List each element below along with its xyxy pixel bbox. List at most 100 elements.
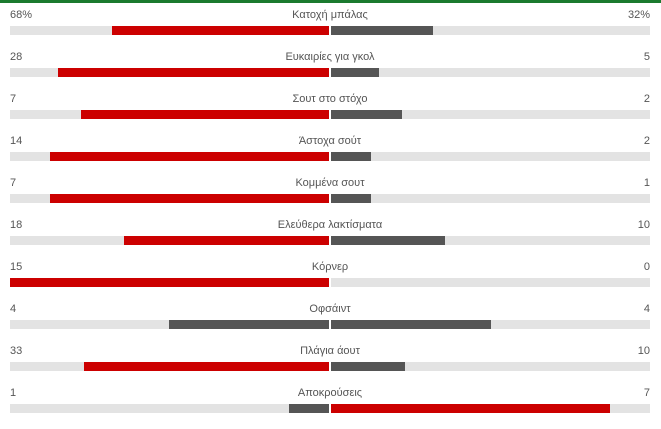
away-value: 7 xyxy=(643,387,650,399)
match-stats-list: 68% Κατοχή μπάλας 32% 28 Ευκαιρίες για γ… xyxy=(10,6,650,426)
home-value: 14 xyxy=(10,135,23,147)
stat-name: Σουτ στο στόχο xyxy=(292,93,368,105)
away-bar-track xyxy=(331,26,650,35)
away-bar-track xyxy=(331,404,650,413)
stat-row: 68% Κατοχή μπάλας 32% xyxy=(10,6,650,48)
stat-labels: 7 Σουτ στο στόχο 2 xyxy=(10,90,650,108)
away-bar-track xyxy=(331,320,650,329)
home-bar-track xyxy=(10,320,329,329)
home-value: 15 xyxy=(10,261,23,273)
home-value: 7 xyxy=(10,177,17,189)
home-bar-track xyxy=(10,26,329,35)
stat-name: Ελεύθερα λακτίσματα xyxy=(277,219,383,231)
stat-bars xyxy=(10,320,650,329)
stat-row: 28 Ευκαιρίες για γκολ 5 xyxy=(10,48,650,90)
home-bar-track xyxy=(10,404,329,413)
stat-row: 7 Κομμένα σουτ 1 xyxy=(10,174,650,216)
stat-labels: 15 Κόρνερ 0 xyxy=(10,258,650,276)
stat-bars xyxy=(10,68,650,77)
stat-labels: 4 Οφσάιντ 4 xyxy=(10,300,650,318)
stat-labels: 14 Άστοχα σούτ 2 xyxy=(10,132,650,150)
away-bar-track xyxy=(331,152,650,161)
stat-bars xyxy=(10,110,650,119)
stat-labels: 28 Ευκαιρίες για γκολ 5 xyxy=(10,48,650,66)
stat-name: Οφσάιντ xyxy=(309,303,351,315)
home-bar-track xyxy=(10,110,329,119)
stat-name: Κόρνερ xyxy=(311,261,349,273)
away-value: 2 xyxy=(643,93,650,105)
away-value: 10 xyxy=(637,219,650,231)
away-bar-track xyxy=(331,362,650,371)
home-value: 28 xyxy=(10,51,23,63)
home-bar-track xyxy=(10,278,329,287)
away-bar-fill xyxy=(331,194,371,203)
home-bar-fill xyxy=(112,26,329,35)
away-bar-fill xyxy=(331,26,433,35)
home-value: 7 xyxy=(10,93,17,105)
away-bar-fill xyxy=(331,404,610,413)
home-bar-fill xyxy=(289,404,329,413)
stat-bars xyxy=(10,362,650,371)
home-bar-track xyxy=(10,68,329,77)
stat-name: Κομμένα σουτ xyxy=(295,177,365,189)
home-bar-fill xyxy=(10,278,329,287)
away-bar-track xyxy=(331,194,650,203)
home-bar-fill xyxy=(169,320,329,329)
home-bar-track xyxy=(10,236,329,245)
stat-bars xyxy=(10,236,650,245)
stat-name: Πλάγια άουτ xyxy=(300,345,360,357)
away-value: 2 xyxy=(643,135,650,147)
away-value: 0 xyxy=(643,261,650,273)
away-bar-track xyxy=(331,110,650,119)
away-bar-track xyxy=(331,278,650,287)
away-bar-track xyxy=(331,68,650,77)
away-bar-fill xyxy=(331,236,445,245)
away-value: 32% xyxy=(627,9,650,21)
stat-row: 7 Σουτ στο στόχο 2 xyxy=(10,90,650,132)
home-bar-track xyxy=(10,152,329,161)
stat-labels: 33 Πλάγια άουτ 10 xyxy=(10,342,650,360)
away-value: 5 xyxy=(643,51,650,63)
stat-labels: 18 Ελεύθερα λακτίσματα 10 xyxy=(10,216,650,234)
stat-bars xyxy=(10,404,650,413)
home-bar-fill xyxy=(50,194,329,203)
stat-row: 14 Άστοχα σούτ 2 xyxy=(10,132,650,174)
away-bar-fill xyxy=(331,362,405,371)
away-value: 1 xyxy=(643,177,650,189)
home-bar-fill xyxy=(58,68,329,77)
stat-row: 1 Αποκρούσεις 7 xyxy=(10,384,650,426)
stat-row: 33 Πλάγια άουτ 10 xyxy=(10,342,650,384)
home-value: 4 xyxy=(10,303,17,315)
away-bar-fill xyxy=(331,68,379,77)
stat-bars xyxy=(10,26,650,35)
stat-name: Ευκαιρίες για γκολ xyxy=(285,51,375,63)
home-bar-fill xyxy=(84,362,329,371)
away-value: 4 xyxy=(643,303,650,315)
stat-labels: 7 Κομμένα σουτ 1 xyxy=(10,174,650,192)
home-bar-fill xyxy=(81,110,329,119)
stat-labels: 1 Αποκρούσεις 7 xyxy=(10,384,650,402)
stat-name: Αποκρούσεις xyxy=(297,387,363,399)
home-bar-fill xyxy=(50,152,329,161)
top-accent-bar xyxy=(0,0,661,3)
stat-bars xyxy=(10,278,650,287)
home-bar-fill xyxy=(124,236,329,245)
away-bar-fill xyxy=(331,320,491,329)
away-bar-track xyxy=(331,236,650,245)
home-bar-track xyxy=(10,362,329,371)
stat-row: 15 Κόρνερ 0 xyxy=(10,258,650,300)
home-value: 68% xyxy=(10,9,33,21)
away-bar-fill xyxy=(331,152,371,161)
home-value: 33 xyxy=(10,345,23,357)
home-value: 1 xyxy=(10,387,17,399)
stat-name: Άστοχα σούτ xyxy=(298,135,362,147)
stat-bars xyxy=(10,194,650,203)
stat-row: 4 Οφσάιντ 4 xyxy=(10,300,650,342)
stat-labels: 68% Κατοχή μπάλας 32% xyxy=(10,6,650,24)
away-bar-fill xyxy=(331,110,402,119)
stat-bars xyxy=(10,152,650,161)
home-bar-track xyxy=(10,194,329,203)
away-value: 10 xyxy=(637,345,650,357)
stat-name: Κατοχή μπάλας xyxy=(292,9,368,21)
stat-row: 18 Ελεύθερα λακτίσματα 10 xyxy=(10,216,650,258)
